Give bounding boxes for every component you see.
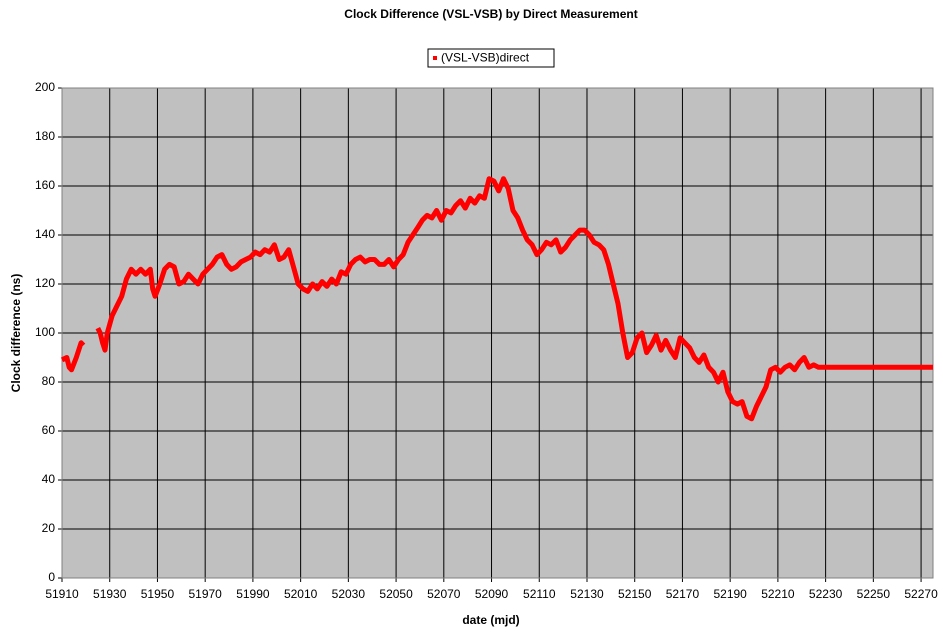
- legend-box: [427, 48, 555, 68]
- y-tick-label: 20: [42, 521, 56, 535]
- x-tick-label: 51970: [188, 587, 222, 601]
- y-tick-label: 0: [48, 570, 55, 584]
- x-tick-label: 52150: [618, 587, 652, 601]
- x-tick-label: 52230: [809, 587, 843, 601]
- y-tick-label: 40: [42, 472, 56, 486]
- data-line: [60, 176, 933, 422]
- x-axis-label: date (mjd): [462, 613, 519, 627]
- x-tick-label: 52030: [332, 587, 366, 601]
- x-tick-label: 52250: [857, 587, 891, 601]
- x-tick-label: 51930: [93, 587, 127, 601]
- x-tick-label: 52090: [475, 587, 509, 601]
- x-tick-label: 52270: [904, 587, 938, 601]
- y-tick-label: 100: [35, 325, 55, 339]
- x-tick-label: 51990: [236, 587, 270, 601]
- x-tick-label: 52070: [427, 587, 461, 601]
- x-tick-label: 51910: [45, 587, 79, 601]
- x-tick-label: 52210: [761, 587, 795, 601]
- y-axis-label: Clock difference (ns): [9, 274, 23, 393]
- x-tick-label: 52170: [666, 587, 700, 601]
- x-tick-label: 52190: [713, 587, 747, 601]
- x-tick-label: 52110: [523, 587, 556, 601]
- y-tick-label: 140: [35, 227, 55, 241]
- chart-title: Clock Difference (VSL-VSB) by Direct Mea…: [344, 7, 637, 21]
- y-tick-label: 80: [42, 374, 56, 388]
- x-tick-label: 52010: [284, 587, 318, 601]
- x-tick-label: 51950: [141, 587, 175, 601]
- legend-label: (VSL-VSB)direct: [441, 51, 530, 65]
- y-tick-label: 180: [35, 129, 55, 143]
- plot-border: [61, 87, 934, 579]
- y-tick-label: 60: [42, 423, 56, 437]
- y-tick-label: 120: [35, 276, 55, 290]
- legend-marker: [433, 56, 437, 60]
- x-tick-label: 52050: [379, 587, 413, 601]
- x-tick-label: 52130: [570, 587, 604, 601]
- y-tick-label: 160: [35, 178, 55, 192]
- y-tick-label: 200: [35, 80, 55, 94]
